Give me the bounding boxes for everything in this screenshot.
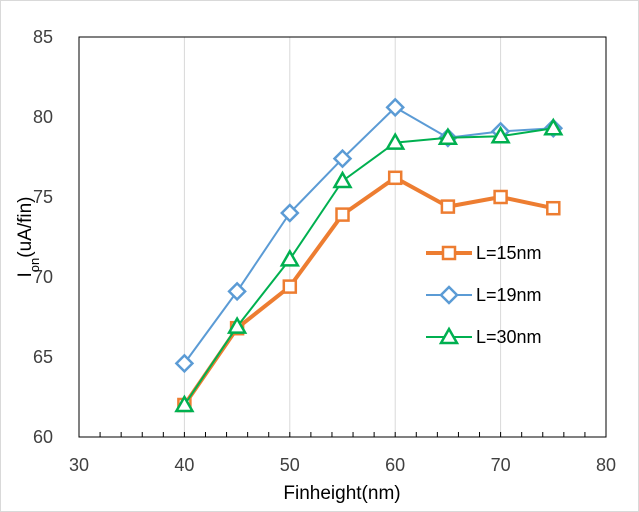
legend-label: L=19nm bbox=[476, 285, 542, 305]
data-point-L=19nm-60 bbox=[385, 97, 405, 118]
data-point-L=15nm-55 bbox=[335, 207, 350, 222]
x-tick-label-50: 50 bbox=[280, 455, 300, 475]
x-tick-label-30: 30 bbox=[69, 455, 89, 475]
data-point-L=30nm-50 bbox=[279, 248, 300, 267]
x-axis-title: Finheight(nm) bbox=[283, 483, 400, 504]
series-line-L=30nm bbox=[183, 127, 554, 406]
data-point-L=30nm-45 bbox=[226, 316, 248, 334]
y-tick-label-60: 60 bbox=[33, 427, 53, 447]
x-tick-label-70: 70 bbox=[491, 455, 511, 475]
data-point-L=19nm-55 bbox=[332, 148, 353, 169]
data-point-L=30nm-75 bbox=[543, 117, 564, 136]
x-tick-labels: 30 40 50 60 70 80 bbox=[69, 455, 616, 475]
series-L=30nm bbox=[174, 117, 564, 413]
x-tick-label-80: 80 bbox=[596, 455, 616, 475]
x-tick-label-40: 40 bbox=[174, 455, 194, 475]
data-point-L=30nm-65 bbox=[437, 127, 459, 146]
y-axis-title: Ion(uA/fin) bbox=[15, 197, 42, 278]
y-tick-label-65: 65 bbox=[33, 347, 53, 367]
data-point-L=15nm-70 bbox=[493, 189, 508, 205]
y-tick-label-70: 70 bbox=[33, 267, 53, 287]
data-point-L=15nm-60 bbox=[387, 170, 403, 186]
minor-ticks bbox=[99, 432, 586, 437]
grid-lines bbox=[183, 37, 502, 437]
legend: L=15nm L=19nm L=30nm bbox=[426, 243, 542, 347]
data-point-L=19nm-50 bbox=[280, 203, 300, 223]
y-tick-labels: 60 65 70 75 80 85 bbox=[33, 27, 53, 447]
x-tick-label-60: 60 bbox=[385, 455, 405, 475]
legend-item-L=30nm: L=30nm bbox=[426, 326, 542, 347]
y-tick-label-85: 85 bbox=[33, 27, 53, 47]
plot-area bbox=[78, 36, 607, 438]
y-axis-title-rest: (uA/fin) bbox=[15, 197, 36, 258]
y-axis-title-subscript: on bbox=[27, 258, 42, 272]
series-line-L=15nm bbox=[182, 175, 554, 407]
data-point-L=30nm-55 bbox=[332, 170, 353, 189]
legend-item-L=19nm: L=19nm bbox=[426, 285, 542, 305]
legend-label: L=15nm bbox=[476, 243, 542, 263]
legend-marker bbox=[438, 326, 460, 345]
y-axis-title-main: I bbox=[15, 272, 36, 277]
data-point-L=15nm-75 bbox=[546, 200, 561, 216]
series-line-L=19nm bbox=[183, 106, 554, 364]
data-point-L=19nm-40 bbox=[174, 353, 195, 374]
data-point-L=30nm-60 bbox=[385, 132, 406, 150]
series-layer bbox=[174, 97, 564, 413]
legend-label: L=30nm bbox=[476, 327, 542, 347]
data-point-L=15nm-50 bbox=[282, 279, 298, 294]
data-point-L=30nm-70 bbox=[490, 125, 511, 144]
legend-marker bbox=[441, 245, 457, 261]
data-point-L=19nm-45 bbox=[227, 281, 247, 302]
legend-marker bbox=[439, 285, 459, 305]
y-tick-label-80: 80 bbox=[33, 107, 53, 127]
data-point-L=15nm-65 bbox=[440, 199, 456, 214]
y-tick-label-75: 75 bbox=[33, 187, 53, 207]
legend-item-L=15nm: L=15nm bbox=[426, 243, 542, 263]
data-point-L=30nm-40 bbox=[174, 394, 195, 413]
